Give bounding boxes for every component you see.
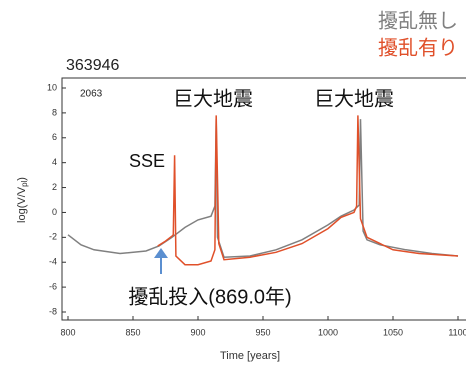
y-axis-label-sub: pl [20, 180, 29, 186]
y-tick-label: -2 [49, 232, 57, 242]
x-tick-label: 850 [125, 327, 140, 337]
y-tick-label: -6 [49, 281, 57, 291]
annotation: 巨大地震 [314, 87, 394, 110]
x-tick-label: 1100 [448, 327, 466, 337]
annotation: SSE [129, 151, 165, 171]
y-axis-label: log(V/Vpl) [16, 177, 29, 223]
legend-label: 擾乱無し [378, 9, 458, 32]
y-tick-label: 8 [52, 107, 57, 117]
legend-label: 擾乱有り [378, 36, 458, 59]
y-axis-label-end: ) [16, 177, 28, 181]
y-tick-label: 4 [52, 157, 57, 167]
y-tick-label: -8 [49, 306, 57, 316]
arrow [154, 248, 168, 274]
chart-title: 363946 [66, 57, 119, 74]
plot-frame [61, 77, 466, 321]
series-line [67, 119, 459, 258]
x-tick-label: 900 [190, 327, 205, 337]
y-axis-label-main: log(V/V [16, 186, 28, 223]
y-tick-label: 10 [47, 82, 57, 92]
x-tick-label: 800 [60, 327, 75, 337]
x-tick-label: 1000 [318, 327, 338, 337]
series-line [157, 115, 459, 266]
subtitle: 2063 [80, 89, 103, 100]
x-tick-label: 1050 [383, 327, 403, 337]
annotation: 巨大地震 [173, 87, 253, 110]
y-tick-label: 6 [52, 132, 57, 142]
y-tick-label: 2 [52, 182, 57, 192]
y-tick-label: 0 [52, 207, 57, 217]
x-tick-label: 950 [255, 327, 270, 337]
annotation: 擾乱投入(869.0年) [128, 285, 291, 308]
x-axis-label: Time [years] [220, 350, 280, 362]
y-tick-label: -4 [49, 257, 57, 267]
